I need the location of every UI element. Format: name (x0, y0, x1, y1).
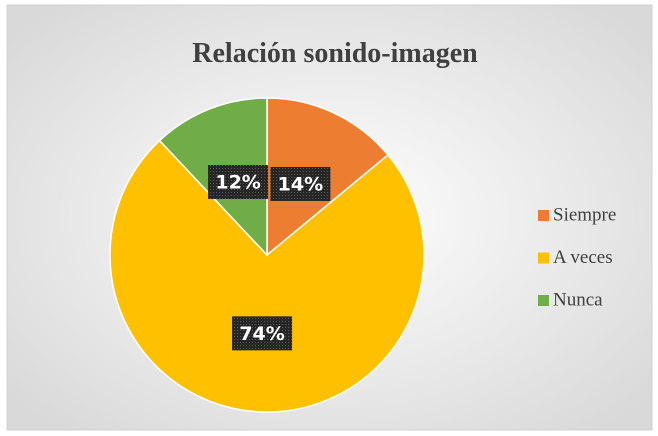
data-label: 74% (239, 323, 284, 345)
data-label-box (232, 316, 293, 351)
data-label: 14% (278, 173, 323, 195)
legend-label: Siempre (553, 204, 616, 225)
legend-label: A veces (553, 247, 613, 268)
pie-slice (109, 139, 425, 413)
data-label: 12% (215, 172, 260, 194)
data-label-box (208, 165, 269, 200)
legend-label: Nunca (553, 289, 603, 310)
chart-title: Relación sonido-imagen (192, 38, 478, 69)
legend-swatch (538, 295, 549, 306)
data-label-box (270, 166, 331, 201)
legend-swatch (538, 210, 549, 221)
legend-swatch (538, 252, 549, 264)
